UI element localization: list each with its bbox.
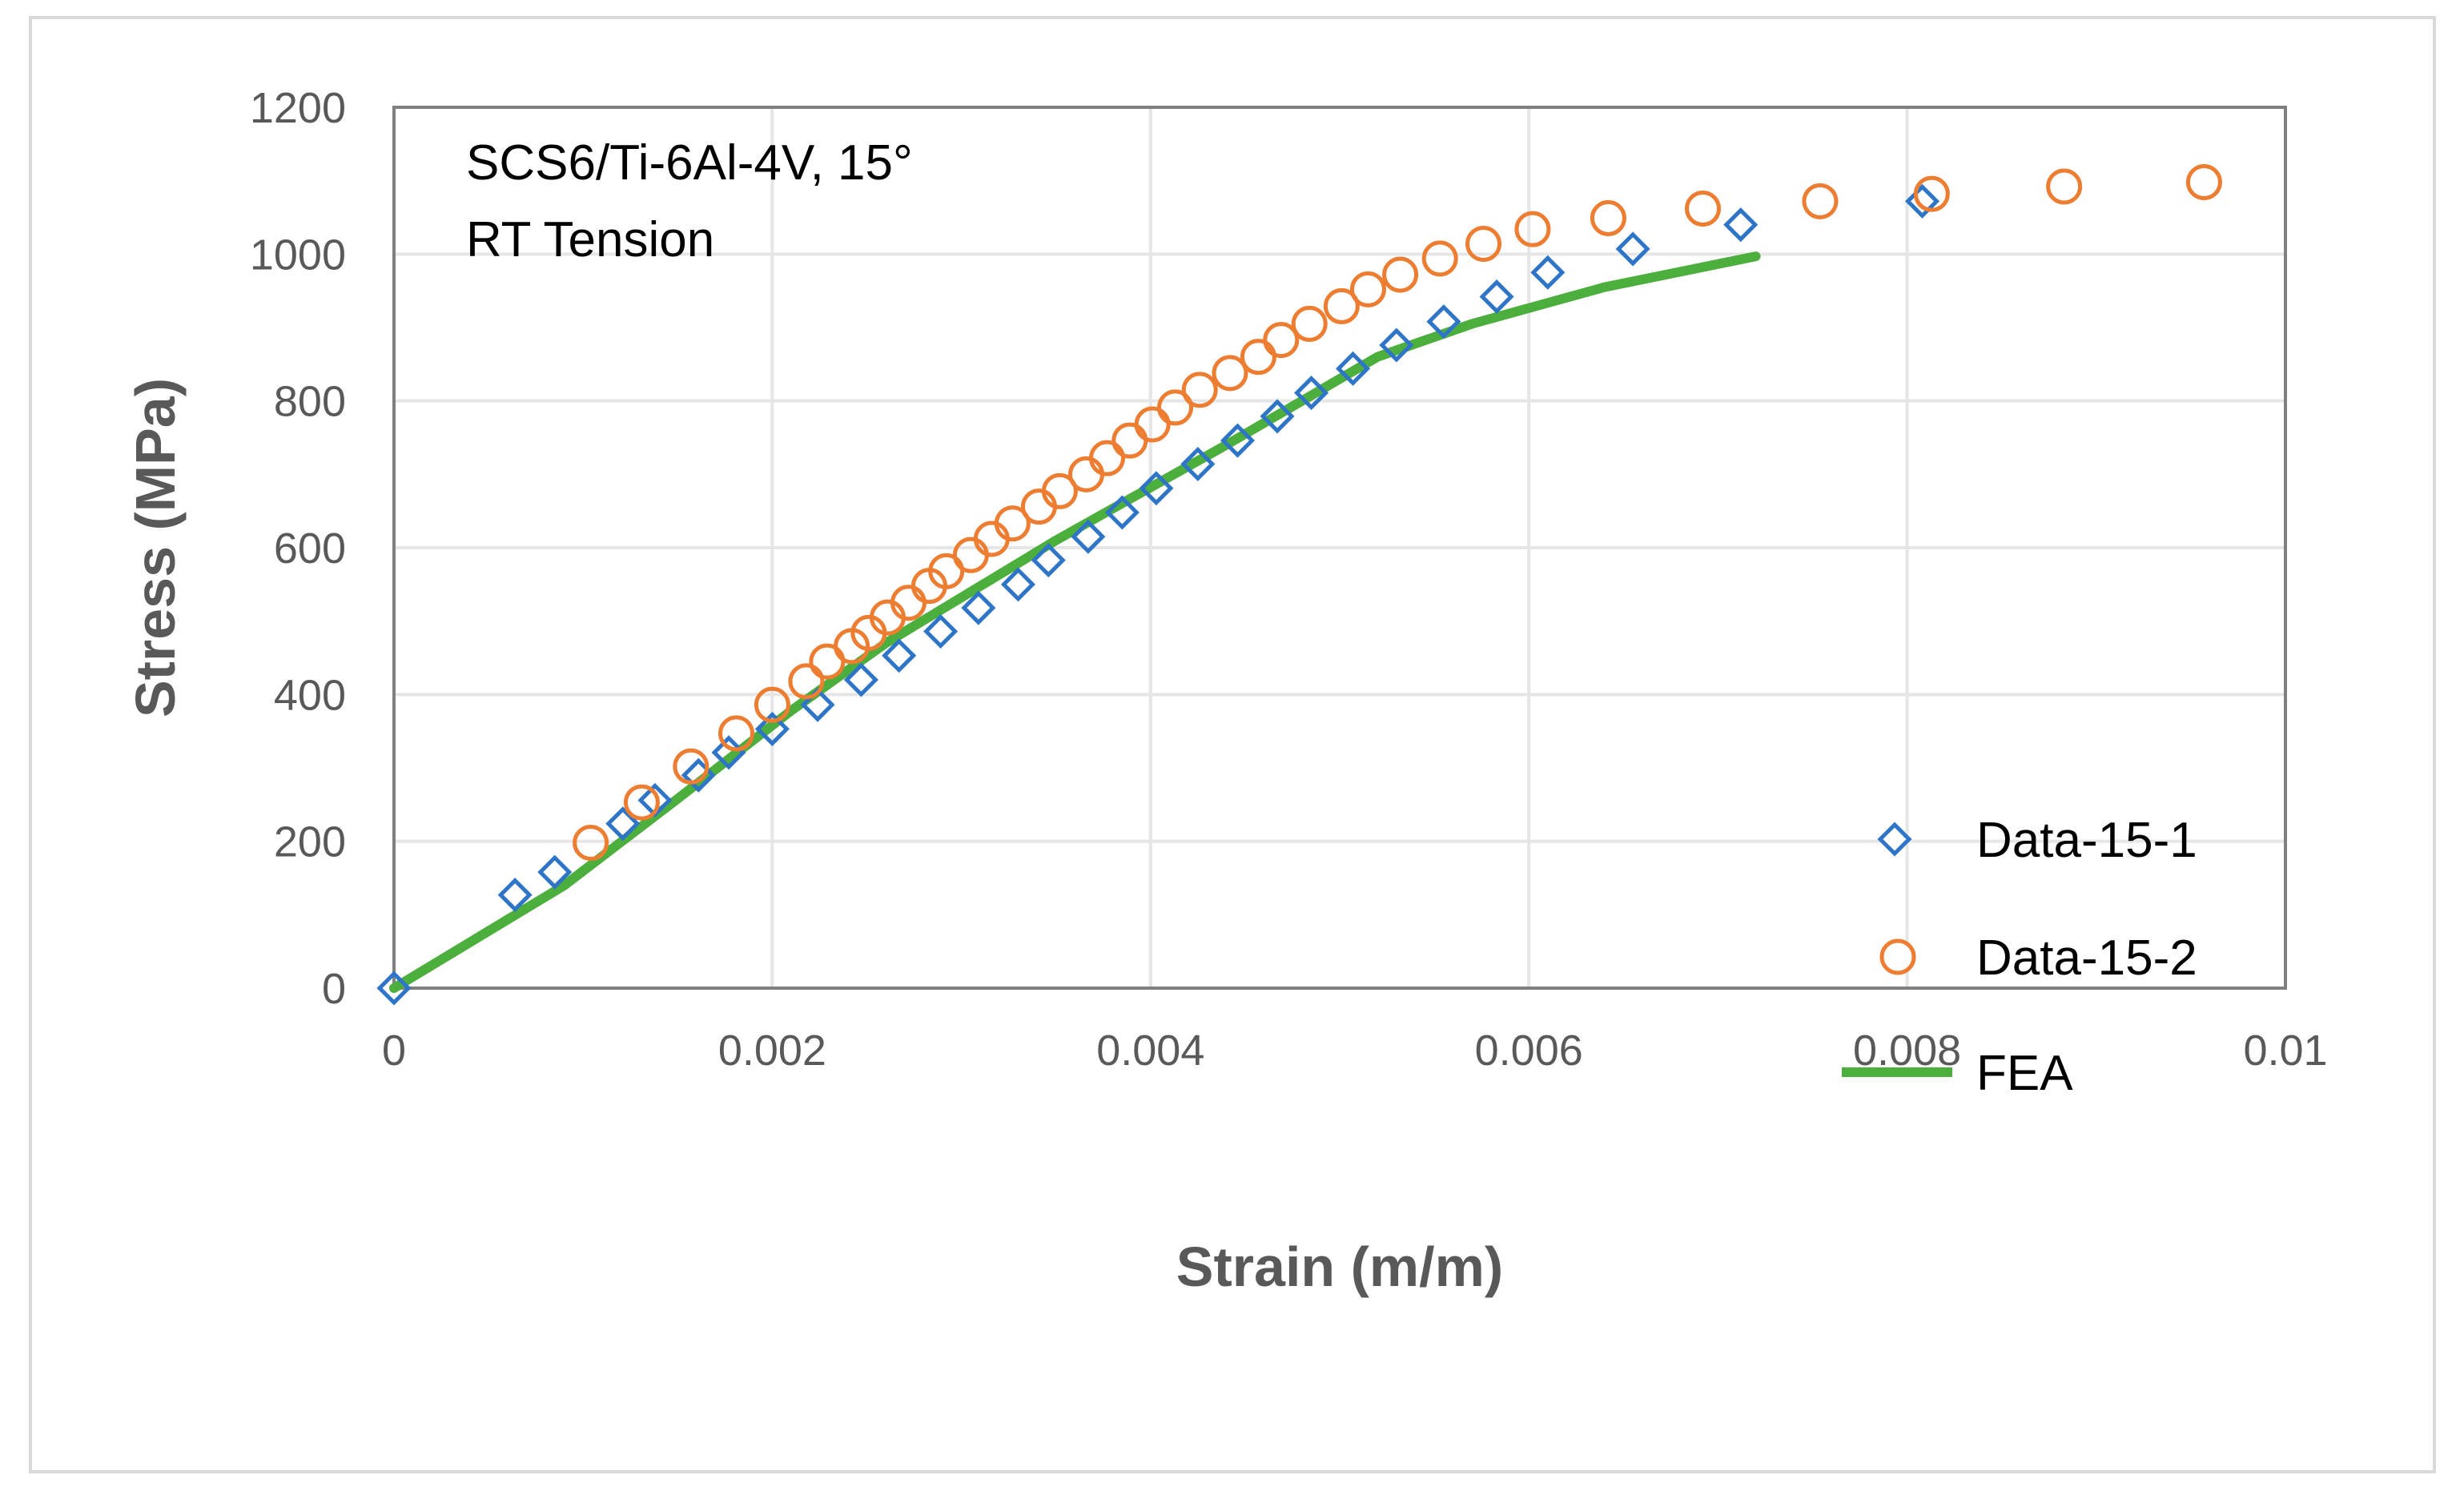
legend: Data-15-1 Data-15-2 FEA [1842,813,2197,1101]
data-point-data-15-1 [376,971,412,1006]
data-point-data-15-2 [1323,287,1360,324]
y-tick-label: 0 [322,965,346,1013]
data-point-data-15-1 [1479,279,1514,315]
data-point-data-15-1 [961,590,996,625]
data-point-data-15-1 [1335,351,1371,386]
data-point-data-15-2 [1913,175,1950,212]
x-tick-label: 0.01 [2243,1027,2327,1075]
y-tick-label: 600 [274,524,346,573]
plot-border [392,106,2287,990]
data-point-data-15-1 [1180,446,1216,482]
x-axis-title: Strain (m/m) [1176,1236,1503,1298]
annotation-line-1: SCS6/Ti-6Al-4V, 15° [466,135,913,191]
data-point-data-15-2 [1349,271,1386,307]
x-tick-label: 0.004 [1096,1027,1204,1075]
data-point-data-15-1 [754,711,790,746]
data-point-data-15-2 [1263,322,1300,359]
data-point-data-15-1 [1379,328,1414,363]
legend-label-data-15-1: Data-15-1 [1976,813,2197,868]
x-tick-label: 0 [382,1027,406,1075]
legend-label-data-15-2: Data-15-2 [1976,930,2197,986]
data-point-data-15-2 [718,715,755,752]
data-point-data-15-2 [1802,183,1839,219]
data-point-data-15-2 [952,537,989,573]
y-axis-title: Stress (MPa) [124,378,187,717]
legend-marker-data-15-2 [1879,938,1916,975]
data-point-data-15-2 [1590,199,1626,236]
data-point-data-15-1 [1260,399,1295,434]
y-tick-label: 200 [274,818,346,866]
data-point-data-15-2 [573,825,609,861]
annotation-line-2: RT Tension [466,212,714,267]
series-data-15-1 [376,183,1940,1006]
data-point-data-15-2 [973,520,1010,557]
data-point-data-15-2 [1134,406,1171,443]
data-point-data-15-1 [1904,183,1940,219]
data-point-data-15-1 [923,613,959,649]
data-point-data-15-2 [1291,305,1328,342]
data-point-data-15-2 [1157,389,1194,426]
data-point-data-15-2 [928,553,965,589]
data-point-data-15-2 [1465,226,1502,262]
data-point-data-15-2 [1020,488,1057,525]
data-point-data-15-2 [1088,440,1125,476]
y-tick-label: 800 [274,378,346,426]
series-data-15-2 [573,164,2222,861]
data-point-data-15-2 [1421,240,1458,277]
data-point-data-15-1 [1426,304,1461,340]
data-point-data-15-1 [800,687,835,722]
data-point-data-15-1 [1139,471,1174,506]
data-point-data-15-2 [1514,211,1551,247]
data-point-data-15-1 [1104,495,1140,530]
data-point-data-15-2 [1041,472,1078,509]
data-point-data-15-2 [994,505,1031,542]
data-point-data-15-2 [1111,422,1148,459]
chart-frame: 0 200 400 600 800 1000 1200 0 0.002 0.004 0.006 0.0… [29,16,2436,1473]
x-tick-label: 0.006 [1475,1027,1583,1075]
tick-labels: 0 200 400 600 800 1000 1200 0 0.002 0.004 0.006 0.0… [250,84,2328,1075]
y-tick-label: 1200 [250,84,346,132]
data-point-data-15-2 [1181,372,1218,408]
data-point-data-15-1 [1615,231,1650,267]
data-point-data-15-2 [1240,339,1276,376]
data-point-data-15-1 [843,662,878,697]
y-tick-label: 400 [274,671,346,719]
data-point-data-15-2 [754,686,790,723]
data-point-data-15-1 [1530,255,1566,290]
data-point-data-15-2 [2046,168,2083,205]
y-tick-label: 1000 [250,231,346,279]
chart-svg: 0 200 400 600 800 1000 1200 0 0.002 0.004 0.006 0.0… [124,84,2328,1298]
series-layer [376,164,2222,1006]
data-point-data-15-2 [1685,191,1722,227]
data-point-data-15-1 [1723,207,1759,243]
data-point-data-15-1 [1071,519,1106,554]
data-point-data-15-1 [497,878,533,913]
data-point-data-15-2 [673,748,709,785]
data-point-data-15-2 [788,663,825,700]
x-tick-label: 0.002 [718,1027,826,1075]
data-point-data-15-2 [1382,256,1419,293]
data-point-data-15-1 [1031,543,1066,578]
data-point-data-15-1 [537,854,573,890]
data-point-data-15-1 [1000,567,1035,602]
data-point-data-15-1 [882,638,917,673]
data-point-data-15-2 [623,784,660,821]
series-line-fea [389,251,1761,993]
x-tick-label: 0.008 [1853,1027,1961,1075]
data-point-data-15-1 [1220,423,1255,458]
data-point-data-15-1 [605,806,641,842]
legend-marker-data-15-1 [1877,822,1912,857]
legend-label-fea: FEA [1976,1046,2073,1101]
data-point-data-15-2 [2185,164,2222,200]
data-point-data-15-1 [1294,376,1329,411]
data-point-data-15-2 [1212,355,1248,392]
data-point-data-15-2 [1067,456,1104,492]
